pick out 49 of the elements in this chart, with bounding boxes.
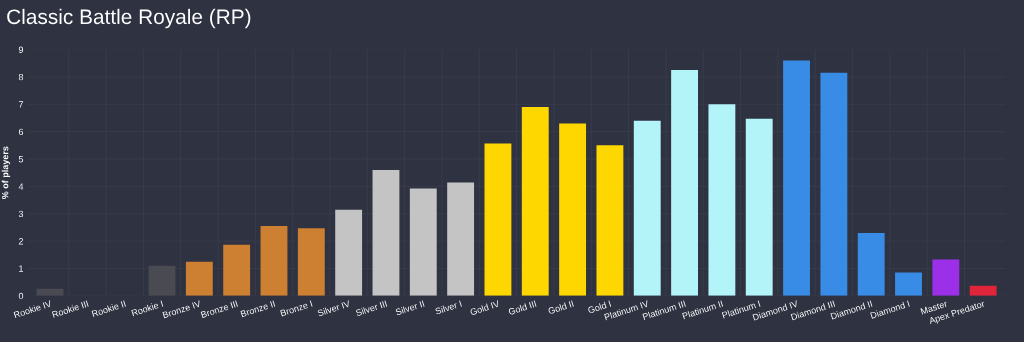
- y-tick-label: 5: [18, 156, 24, 163]
- bar: [223, 244, 251, 296]
- bar: [633, 120, 661, 296]
- x-tick-label: Silver IV: [317, 300, 351, 317]
- x-tick-label: Bronze II: [240, 300, 276, 318]
- bar: [521, 107, 549, 296]
- bar: [596, 145, 624, 296]
- bar: [335, 209, 363, 296]
- y-tick-label: 2: [18, 238, 24, 245]
- bar: [297, 228, 325, 296]
- y-tick-label: 7: [18, 101, 24, 108]
- y-tick-label: 0: [18, 292, 24, 300]
- bar: [447, 182, 475, 296]
- bar: [409, 188, 437, 296]
- x-tick-label: Rookie II: [91, 300, 126, 318]
- bar: [260, 226, 288, 296]
- bar: [895, 272, 922, 296]
- x-tick-label: Gold II: [547, 300, 574, 315]
- bar: [559, 123, 587, 296]
- y-tick-label: 9: [18, 46, 24, 53]
- bar: [857, 232, 885, 296]
- bar: [148, 265, 176, 296]
- y-tick-label: 4: [18, 183, 24, 190]
- y-tick-label: 3: [18, 210, 24, 218]
- bar: [783, 60, 810, 296]
- bar: [484, 143, 512, 296]
- x-tick-label: Gold IV: [469, 300, 500, 316]
- y-tick-label: 8: [18, 73, 24, 81]
- x-tick-label: Bronze III: [200, 300, 238, 319]
- x-tick-label: Silver I: [434, 300, 462, 315]
- bar: [671, 70, 699, 296]
- x-tick-label: Rookie IV: [13, 300, 53, 319]
- bar: [708, 104, 736, 296]
- x-tick-label: Rookie III: [51, 300, 89, 318]
- bar: [372, 169, 400, 296]
- y-tick-label: 6: [18, 128, 24, 136]
- y-tick-label: 1: [19, 265, 24, 272]
- x-tick-label: Silver III: [355, 300, 388, 317]
- x-tick-label: Gold III: [508, 300, 537, 316]
- x-tick-label: Bronze I: [280, 300, 313, 317]
- bar: [185, 261, 213, 296]
- bar: [932, 259, 960, 296]
- y-axis-title: % of players: [1, 146, 11, 200]
- bar: [745, 118, 773, 296]
- x-tick-label: Bronze IV: [162, 300, 202, 319]
- chart-title: Classic Battle Royale (RP): [7, 8, 251, 29]
- x-tick-label: Master: [920, 300, 948, 315]
- bar: [820, 72, 848, 296]
- x-tick-label: Silver II: [395, 300, 425, 316]
